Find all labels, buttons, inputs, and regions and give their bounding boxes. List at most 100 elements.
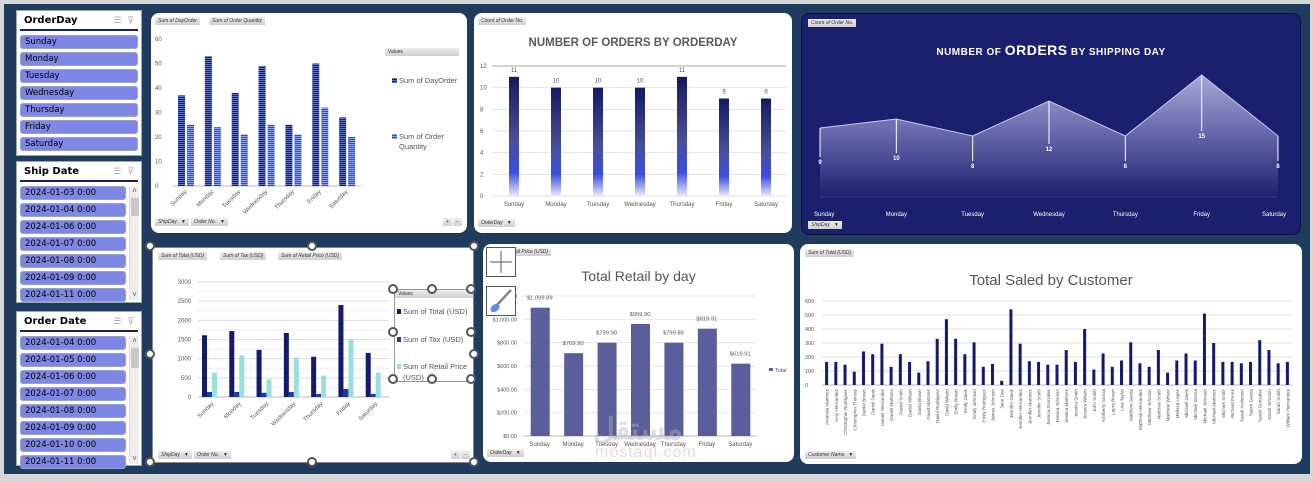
slicer-item[interactable]: 2024-01-06 0:00 — [20, 220, 126, 234]
resize-handle[interactable] — [469, 349, 479, 359]
slicer-item[interactable]: 2024-01-09 0:00 — [20, 421, 126, 435]
slicer-item[interactable]: 2024-01-06 0:00 — [20, 370, 126, 384]
svg-text:Matthew Wilson: Matthew Wilson — [1166, 389, 1171, 422]
svg-text:David Wilson: David Wilson — [944, 389, 949, 416]
slicer-item[interactable]: 2024-01-11 0:00 — [20, 288, 126, 302]
slicer-item[interactable]: Wednesday — [20, 86, 138, 100]
slicer-item[interactable]: 2024-01-07 0:00 — [20, 387, 126, 401]
scroll-up-icon[interactable]: ˄ — [132, 336, 137, 345]
scroll-thumb[interactable] — [131, 198, 139, 216]
scroll-down-icon[interactable]: ˅ — [132, 454, 137, 463]
scroll-down-icon[interactable]: ˅ — [132, 290, 137, 299]
chart-orders-by-shipday[interactable]: Count of Order No. NUMBER OF ORDERS BY S… — [801, 13, 1301, 235]
scrollbar[interactable]: ˄ ˅ — [129, 336, 139, 464]
clear-filter-icon[interactable]: ⊽ — [127, 315, 134, 326]
scroll-up-icon[interactable]: ˄ — [132, 186, 137, 195]
resize-handle[interactable] — [466, 327, 476, 337]
slicer-item[interactable]: Monday — [20, 52, 138, 66]
resize-handle[interactable] — [466, 284, 476, 294]
svg-text:$799.90: $799.90 — [596, 331, 617, 337]
axis-field-button[interactable]: OrderDay ▼ — [487, 449, 524, 457]
scroll-thumb[interactable] — [131, 348, 139, 368]
resize-handle[interactable] — [307, 457, 317, 467]
resize-handle[interactable] — [466, 374, 476, 384]
axis-field-button[interactable]: Order No. ▼ — [191, 218, 228, 226]
svg-text:Quantity: Quantity — [399, 142, 427, 151]
field-button[interactable]: Sum of Order Quantity — [209, 17, 266, 25]
scrollbar[interactable]: ˄ ˅ — [129, 186, 139, 300]
multi-select-icon[interactable]: ☰ — [113, 165, 122, 176]
dropdown-arrow-icon: ▼ — [180, 219, 186, 225]
slicer-item[interactable]: 2024-01-11 0:00 — [20, 455, 126, 469]
slicer-item[interactable]: 2024-01-07 0:00 — [20, 237, 126, 251]
chart-dayorder-quantity[interactable]: Sum of DayOrder Sum of Order Quantity 0 1… — [151, 13, 467, 233]
axis-field-button[interactable]: OrderDay ▼ — [478, 219, 515, 227]
slicer-item[interactable]: Thursday — [20, 103, 138, 117]
collapse-button[interactable]: − — [461, 451, 470, 459]
slicer-item[interactable]: 2024-01-04 0:00 — [20, 336, 126, 350]
dropdown-arrow-icon: ▼ — [219, 219, 225, 225]
paintbrush-icon[interactable] — [486, 286, 516, 316]
legend-box[interactable]: Values — [394, 289, 473, 382]
resize-handle[interactable] — [427, 284, 437, 294]
slicer-item[interactable]: 2024-01-04 0:00 — [20, 203, 126, 217]
slicer-item[interactable]: Tuesday — [20, 69, 138, 83]
field-button[interactable]: Sum of Tax (USD) — [220, 252, 267, 260]
chart-orders-by-orderday[interactable]: Count of Order No. NUMBER OF ORDERS BY O… — [474, 13, 792, 233]
slicer-item[interactable]: 2024-01-08 0:00 — [20, 404, 126, 418]
field-button[interactable]: Sum of Retail Price (USD) — [487, 248, 552, 256]
chart-total-tax-retail[interactable]: Sum of Total (USD) Sum of Tax (USD) Sum … — [152, 247, 474, 463]
watermark-arabic: مستقل — [593, 413, 683, 446]
axis-field-button[interactable]: Order No. ▼ — [194, 451, 231, 459]
clear-filter-icon[interactable]: ⊽ — [127, 14, 134, 25]
resize-handle[interactable] — [388, 284, 398, 294]
resize-handle[interactable] — [427, 374, 437, 384]
svg-text:Thursday: Thursday — [661, 442, 686, 448]
collapse-button[interactable]: − — [453, 218, 462, 226]
chart-title: Total Retail by day — [581, 268, 696, 284]
crosshair-icon[interactable] — [486, 247, 516, 277]
svg-text:$799.89: $799.89 — [663, 331, 684, 337]
clear-filter-icon[interactable]: ⊽ — [127, 165, 134, 176]
slicer-item[interactable]: 2024-01-05 0:00 — [20, 353, 126, 367]
expand-button[interactable]: + — [443, 218, 452, 226]
field-button[interactable]: Count of Order No. — [808, 19, 857, 27]
resize-handle[interactable] — [388, 327, 398, 337]
svg-text:Sum of DayOrder: Sum of DayOrder — [399, 76, 458, 85]
svg-text:Daniel Martinez: Daniel Martinez — [889, 388, 894, 421]
axis-field-button[interactable]: ShipDay ▼ — [158, 451, 192, 459]
svg-text:Jessica Wilson: Jessica Wilson — [1083, 389, 1088, 420]
resize-handle[interactable] — [307, 241, 317, 251]
slicer-item[interactable]: 2024-01-10 0:00 — [20, 438, 126, 452]
resize-handle[interactable] — [469, 241, 479, 251]
field-button[interactable]: Sum of Total (USD) — [805, 249, 855, 257]
axis-field-button[interactable]: ShipDay ▼ — [155, 218, 189, 226]
field-button[interactable]: Sum of Retail Price (USD) — [278, 252, 343, 260]
resize-handle[interactable] — [145, 457, 155, 467]
slicer-item[interactable]: Friday — [20, 120, 138, 134]
svg-text:$200.00: $200.00 — [497, 411, 517, 417]
slicer-item[interactable]: Saturday — [20, 137, 138, 151]
multi-select-icon[interactable]: ☰ — [113, 14, 122, 25]
axis-field-button[interactable]: Customer Name ▼ — [805, 451, 857, 459]
resize-handle[interactable] — [145, 349, 155, 359]
svg-text:600: 600 — [805, 299, 814, 305]
field-button[interactable]: Sum of DayOrder — [155, 17, 200, 25]
field-button[interactable]: Sum of Total (USD) — [158, 252, 208, 260]
slicer-item[interactable]: 2024-01-09 0:00 — [20, 271, 126, 285]
chart-total-retail-by-day[interactable]: Sum of Retail Price (USD) Total Retail b… — [483, 244, 794, 462]
slicer-item[interactable]: Sunday — [20, 35, 138, 49]
resize-handle[interactable] — [469, 457, 479, 467]
field-button[interactable]: Count of Order No. — [478, 17, 527, 25]
expand-button[interactable]: + — [451, 451, 460, 459]
svg-text:12: 12 — [1046, 147, 1053, 153]
resize-handle[interactable] — [388, 374, 398, 384]
chart-total-by-customer[interactable]: Sum of Total (USD) Total Saled by Custom… — [800, 244, 1302, 464]
svg-text:Jessica Martinez: Jessica Martinez — [1064, 388, 1069, 423]
dropdown-arrow-icon: ▼ — [515, 450, 521, 456]
resize-handle[interactable] — [145, 241, 155, 251]
multi-select-icon[interactable]: ☰ — [113, 315, 122, 326]
slicer-item[interactable]: 2024-01-03 0:00 — [20, 186, 126, 200]
slicer-item[interactable]: 2024-01-08 0:00 — [20, 254, 126, 268]
axis-field-button[interactable]: ShipDay ▼ — [808, 221, 842, 229]
